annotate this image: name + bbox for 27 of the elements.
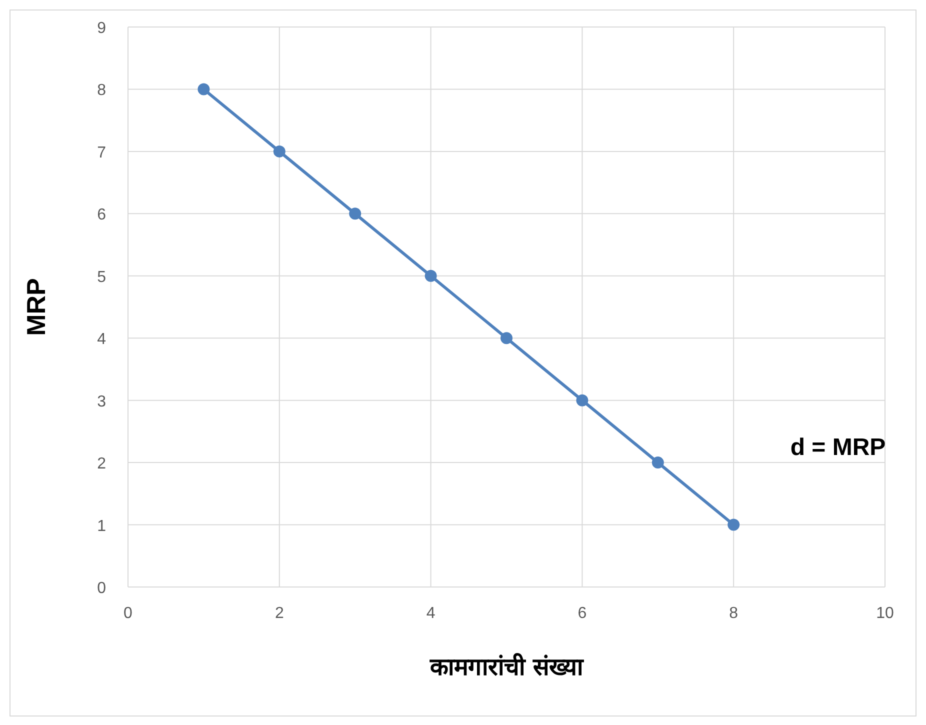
- point: [424, 270, 437, 282]
- y-axis-title: MRP: [21, 278, 51, 336]
- x-tick-label: 4: [426, 605, 436, 622]
- x-tick-label: 0: [124, 605, 133, 622]
- y-tick-label: 1: [97, 518, 106, 535]
- y-tick-label: 7: [97, 144, 106, 162]
- y-tick-label: 3: [97, 393, 106, 410]
- point: [576, 394, 588, 406]
- point: [198, 83, 210, 96]
- annotation: d = MRP: [790, 434, 886, 461]
- point: [500, 332, 512, 344]
- y-tick-label: 5: [97, 268, 106, 286]
- x-tick-label: 10: [876, 605, 894, 622]
- y-tick-label: 9: [97, 20, 106, 37]
- point: [728, 518, 740, 531]
- x-tick-label: 6: [578, 605, 587, 622]
- point: [273, 145, 286, 158]
- y-tick-label: 4: [97, 331, 106, 348]
- y-tick-label: 0: [97, 580, 106, 597]
- y-tick-label: 6: [97, 206, 106, 224]
- x-axis-title: कामगारांची संख्या: [428, 653, 584, 681]
- x-tick-label: 8: [729, 605, 738, 622]
- y-tick-label: 8: [97, 82, 106, 100]
- y-tick-label: 2: [97, 456, 106, 473]
- point: [349, 208, 362, 220]
- point: [652, 456, 664, 469]
- x-tick-label: 2: [274, 605, 284, 622]
